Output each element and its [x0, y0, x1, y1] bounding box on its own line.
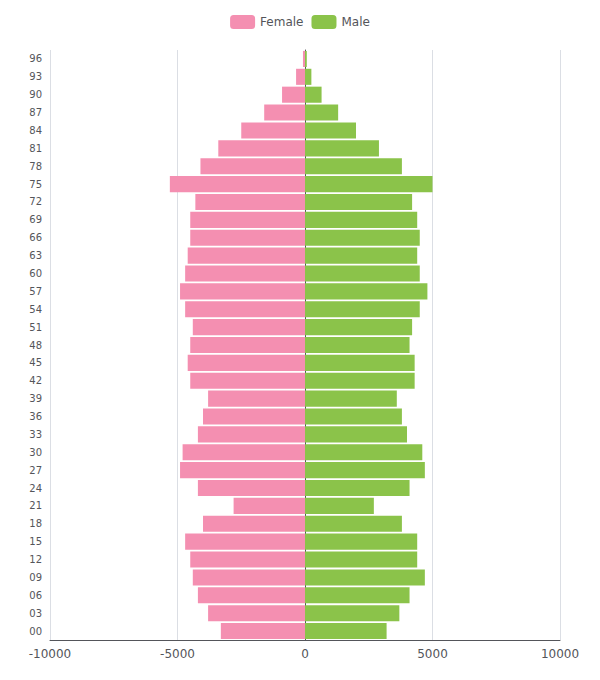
svg-text:24: 24	[29, 483, 42, 494]
svg-text:06: 06	[29, 590, 42, 601]
svg-text:12: 12	[29, 554, 42, 565]
svg-text:0: 0	[301, 647, 309, 661]
svg-text:54: 54	[29, 304, 42, 315]
svg-text:Male: Male	[341, 15, 369, 29]
svg-text:45: 45	[29, 357, 42, 368]
svg-text:36: 36	[29, 411, 42, 422]
svg-text:66: 66	[29, 232, 42, 243]
svg-text:-5000: -5000	[160, 647, 195, 661]
svg-text:69: 69	[29, 214, 42, 225]
svg-text:03: 03	[29, 608, 42, 619]
svg-text:60: 60	[29, 268, 42, 279]
svg-text:75: 75	[29, 179, 42, 190]
svg-text:18: 18	[29, 518, 42, 529]
svg-text:09: 09	[29, 572, 42, 583]
svg-text:42: 42	[29, 375, 42, 386]
svg-text:33: 33	[29, 429, 42, 440]
svg-text:39: 39	[29, 393, 42, 404]
svg-text:72: 72	[29, 196, 42, 207]
svg-text:96: 96	[29, 53, 42, 64]
svg-text:21: 21	[29, 500, 42, 511]
svg-text:81: 81	[29, 143, 42, 154]
svg-text:84: 84	[29, 125, 42, 136]
svg-text:48: 48	[29, 340, 42, 351]
svg-text:00: 00	[29, 626, 42, 637]
svg-text:90: 90	[29, 89, 42, 100]
svg-text:51: 51	[29, 322, 42, 333]
svg-text:-10000: -10000	[29, 647, 72, 661]
svg-text:63: 63	[29, 250, 42, 261]
svg-text:30: 30	[29, 447, 42, 458]
svg-text:15: 15	[29, 536, 42, 547]
svg-text:78: 78	[29, 161, 42, 172]
svg-text:93: 93	[29, 71, 42, 82]
svg-text:87: 87	[29, 107, 42, 118]
svg-text:57: 57	[29, 286, 42, 297]
svg-text:10000: 10000	[541, 647, 579, 661]
svg-text:5000: 5000	[417, 647, 448, 661]
svg-text:Female: Female	[260, 15, 303, 29]
svg-text:27: 27	[29, 465, 42, 476]
